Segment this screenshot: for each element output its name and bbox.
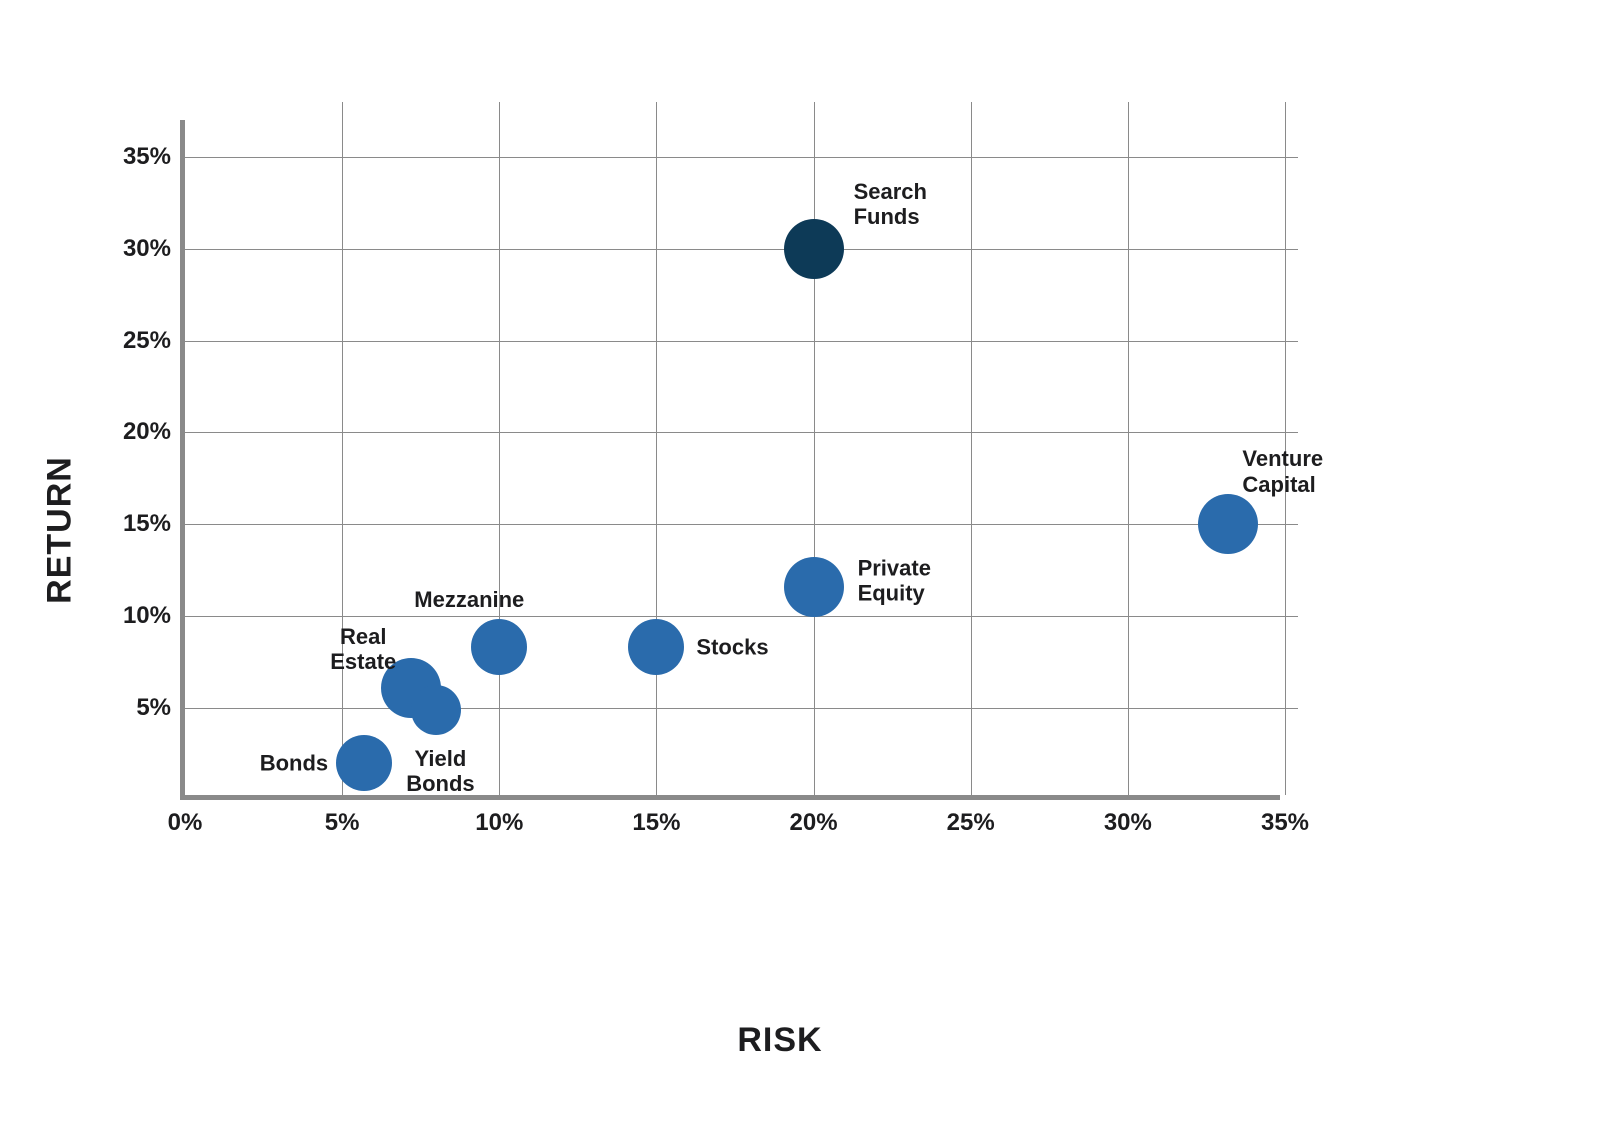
data-label-real-estate: Real Estate (330, 624, 396, 675)
data-label-search-funds: Search Funds (854, 179, 927, 230)
x-tick-label: 20% (790, 795, 838, 837)
data-point-private-equity (784, 557, 844, 617)
gridline-horizontal (185, 432, 1298, 433)
x-tick-label: 30% (1104, 795, 1152, 837)
data-label-bonds: Bonds (260, 751, 328, 776)
data-point-stocks (628, 619, 684, 675)
data-point-venture-capital (1198, 494, 1258, 554)
x-tick-label: 25% (947, 795, 995, 837)
gridline-horizontal (185, 157, 1298, 158)
data-label-private-equity: Private Equity (858, 556, 931, 607)
y-tick-label: 5% (136, 694, 185, 722)
y-tick-label: 30% (123, 235, 185, 263)
gridline-horizontal (185, 616, 1298, 617)
gridline-vertical (971, 102, 972, 795)
data-label-yield-bonds: Yield Bonds (406, 746, 474, 797)
gridline-vertical (656, 102, 657, 795)
x-tick-label: 0% (168, 795, 203, 837)
gridline-horizontal (185, 341, 1298, 342)
y-axis-title: RETURN (41, 456, 80, 604)
y-tick-label: 15% (123, 510, 185, 538)
data-label-stocks: Stocks (696, 635, 768, 660)
x-axis-title: RISK (737, 1021, 822, 1060)
gridline-vertical (499, 102, 500, 795)
data-point-search-funds (784, 219, 844, 279)
x-tick-label: 15% (632, 795, 680, 837)
x-tick-label: 35% (1261, 795, 1309, 837)
data-label-mezzanine: Mezzanine (414, 587, 524, 612)
plot-area: 0%5%10%15%20%25%30%35%5%10%15%20%25%30%3… (180, 120, 1280, 800)
data-label-venture-capital: Venture Capital (1242, 446, 1323, 497)
x-tick-label: 10% (475, 795, 523, 837)
x-tick-label: 5% (325, 795, 360, 837)
data-point-yield-bonds (411, 685, 461, 735)
y-tick-label: 25% (123, 327, 185, 355)
risk-return-scatter-chart: RETURN 0%5%10%15%20%25%30%35%5%10%15%20%… (130, 120, 1430, 940)
gridline-horizontal (185, 524, 1298, 525)
gridline-vertical (1128, 102, 1129, 795)
data-point-bonds (336, 735, 392, 791)
gridline-horizontal (185, 249, 1298, 250)
y-tick-label: 10% (123, 602, 185, 630)
y-tick-label: 20% (123, 418, 185, 446)
y-tick-label: 35% (123, 143, 185, 171)
gridline-horizontal (185, 708, 1298, 709)
data-point-mezzanine (471, 619, 527, 675)
gridline-vertical (342, 102, 343, 795)
gridline-vertical (814, 102, 815, 795)
